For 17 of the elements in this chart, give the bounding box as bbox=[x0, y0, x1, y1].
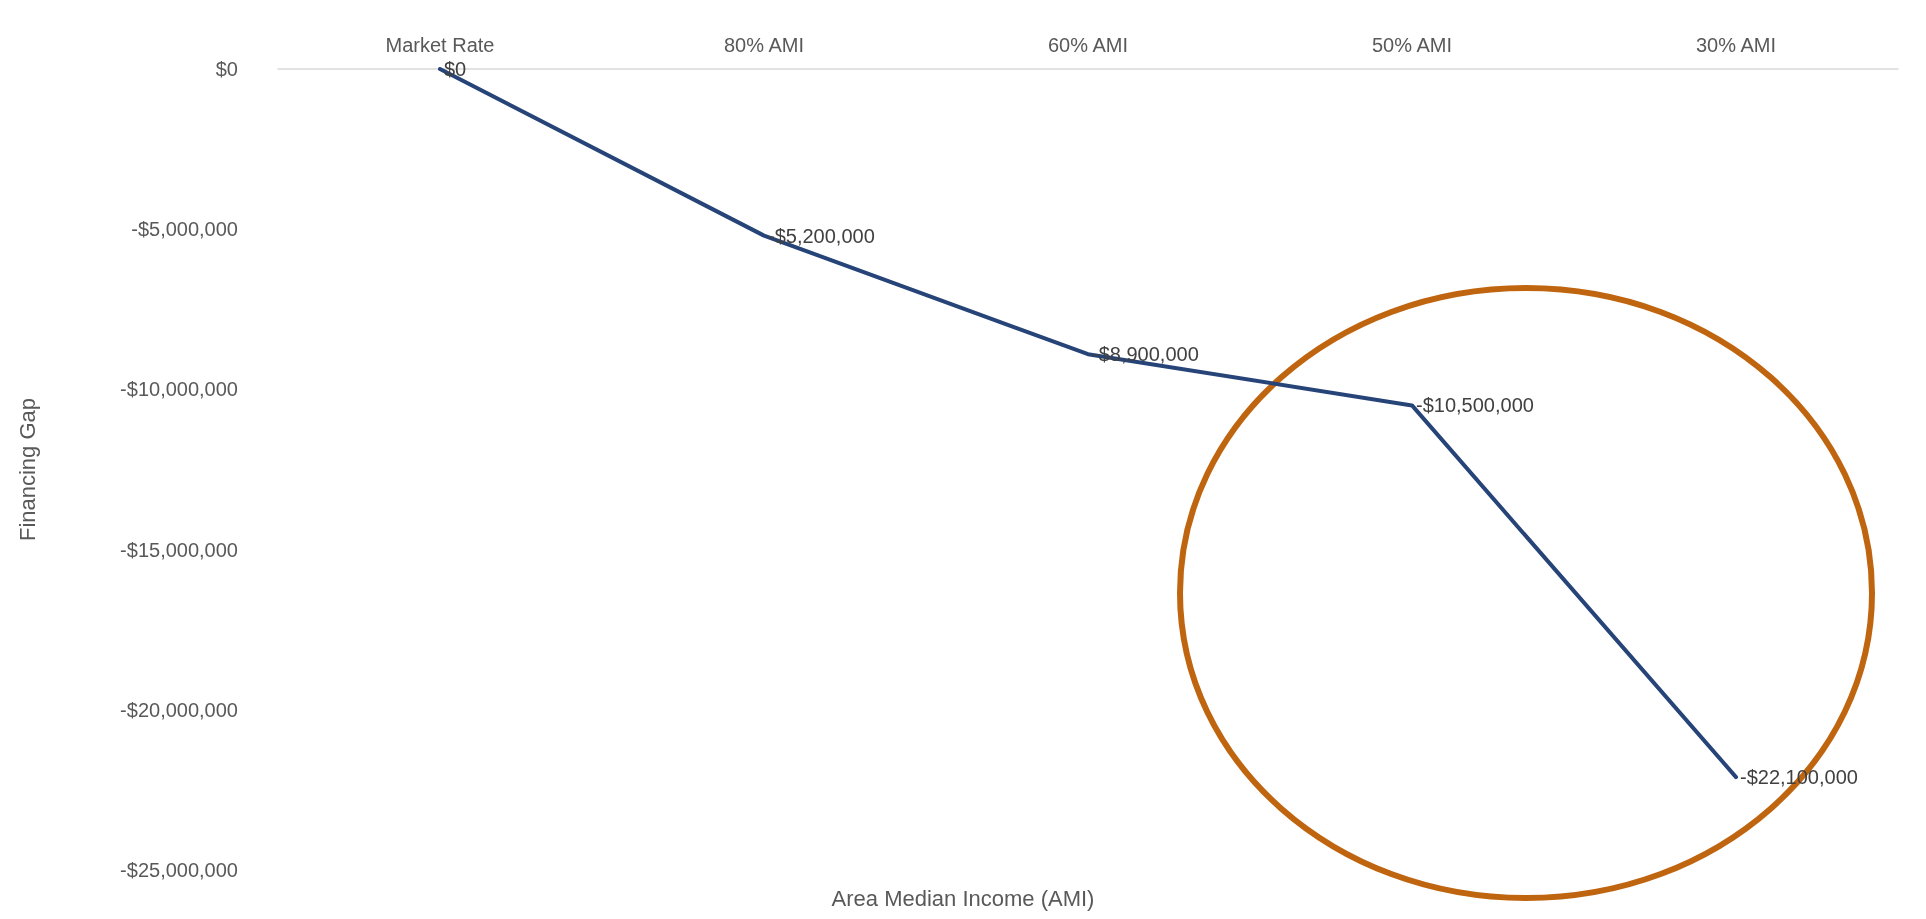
data-label: $0 bbox=[444, 58, 467, 80]
x-tick-label: 50% AMI bbox=[1371, 34, 1453, 56]
y-tick-label: -$5,000,000 bbox=[131, 218, 238, 241]
y-tick-label: -$25,000,000 bbox=[120, 859, 238, 881]
y-tick-label: $0 bbox=[215, 58, 238, 80]
data-label: -$10,500,000 bbox=[1416, 394, 1534, 417]
y-tick-label: -$20,000,000 bbox=[120, 698, 238, 721]
x-tick-label: 30% AMI bbox=[1695, 34, 1777, 56]
data-label: -$5,200,000 bbox=[768, 224, 875, 247]
x-tick-label: 60% AMI bbox=[1047, 34, 1129, 56]
x-tick-label: Market Rate bbox=[385, 34, 495, 56]
x-tick-label: 80% AMI bbox=[723, 34, 805, 56]
data-label: -$8,900,000 bbox=[1092, 343, 1199, 366]
x-axis-title: Area Median Income (AMI) bbox=[831, 885, 1095, 911]
y-tick-label: -$10,000,000 bbox=[120, 378, 238, 401]
y-tick-label: -$15,000,000 bbox=[120, 538, 238, 561]
y-axis-title: Financing Gap bbox=[14, 397, 40, 542]
